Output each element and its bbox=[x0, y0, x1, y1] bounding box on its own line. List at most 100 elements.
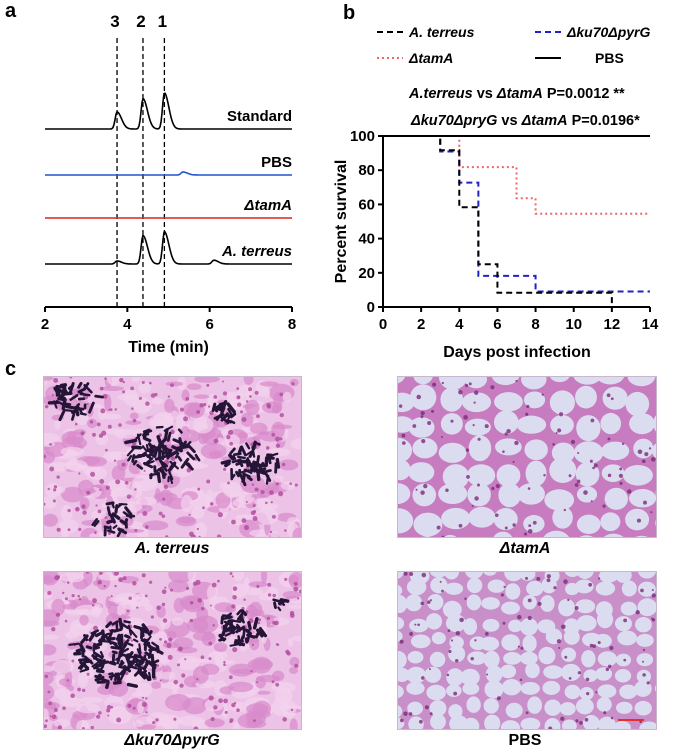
tissue-patch bbox=[164, 693, 191, 711]
cell-nucleus bbox=[576, 479, 581, 484]
alveolus bbox=[621, 580, 637, 597]
tissue-patch bbox=[191, 506, 205, 519]
alveolus bbox=[505, 702, 523, 719]
alveolus bbox=[635, 616, 652, 633]
cell-nucleus bbox=[159, 637, 162, 641]
cell-nucleus bbox=[252, 516, 258, 521]
caption-a-terreus: A. terreus bbox=[134, 540, 210, 557]
cell-nucleus bbox=[251, 643, 255, 647]
tissue-patch bbox=[288, 666, 298, 675]
tissue-patch bbox=[44, 644, 57, 656]
alveolus bbox=[398, 595, 408, 614]
fungal-hypha bbox=[221, 400, 228, 412]
cell-nucleus bbox=[119, 377, 124, 383]
cell-nucleus bbox=[132, 418, 137, 423]
tissue-patch bbox=[200, 663, 220, 675]
cell-nucleus bbox=[104, 516, 108, 519]
tissue-patch bbox=[108, 679, 129, 697]
cell-nucleus bbox=[131, 407, 134, 410]
cell-nucleus bbox=[269, 530, 273, 534]
cell-nucleus bbox=[70, 693, 75, 699]
cell-nucleus bbox=[231, 604, 236, 609]
alveolus bbox=[464, 418, 491, 436]
cell-nucleus bbox=[141, 381, 145, 385]
cell-nucleus bbox=[240, 410, 244, 414]
cell-nucleus bbox=[526, 404, 530, 409]
cell-nucleus bbox=[284, 577, 288, 581]
cell-nucleus bbox=[44, 502, 46, 506]
alveolus bbox=[523, 391, 546, 409]
cell-nucleus bbox=[424, 705, 429, 710]
tissue-patch bbox=[178, 516, 196, 524]
fungal-hypha bbox=[157, 450, 162, 461]
alveolus bbox=[398, 483, 411, 505]
fungal-hypha bbox=[106, 636, 116, 641]
fungal-hypha bbox=[279, 598, 290, 603]
cell-nucleus bbox=[128, 596, 132, 601]
cell-nucleus bbox=[78, 527, 82, 532]
alveolus bbox=[483, 650, 500, 669]
tissue-patch bbox=[125, 420, 142, 425]
fungal-hypha bbox=[92, 651, 104, 660]
alveolus bbox=[441, 507, 471, 530]
fungal-hypha bbox=[116, 528, 123, 537]
cell-nucleus bbox=[527, 528, 533, 534]
alveolus bbox=[427, 593, 444, 611]
tissue-patch bbox=[54, 419, 61, 430]
y-axis-label: Percent survival bbox=[333, 160, 350, 284]
fungal-hypha bbox=[111, 502, 115, 509]
cell-nucleus bbox=[293, 586, 299, 592]
tissue-patch bbox=[164, 398, 175, 414]
tissue-patch bbox=[249, 422, 268, 435]
alveolus bbox=[595, 667, 613, 681]
cell-nucleus bbox=[271, 433, 275, 437]
fungal-hypha bbox=[68, 382, 75, 394]
fungal-hypha bbox=[77, 381, 83, 389]
fungal-hypha bbox=[152, 647, 164, 655]
fungal-hypha bbox=[157, 444, 167, 449]
tissue-patch bbox=[126, 645, 139, 653]
cell-nucleus bbox=[504, 432, 508, 436]
cell-nucleus bbox=[138, 396, 142, 400]
cell-nucleus bbox=[229, 718, 234, 723]
alveolus bbox=[603, 533, 624, 537]
cell-nucleus bbox=[426, 600, 431, 604]
cell-nucleus bbox=[486, 673, 489, 676]
fungal-hypha bbox=[68, 642, 80, 646]
alveolus bbox=[614, 668, 632, 683]
cell-nucleus bbox=[448, 649, 452, 654]
alveolus bbox=[491, 377, 520, 386]
cell-nucleus bbox=[474, 496, 479, 501]
cell-nucleus bbox=[463, 415, 468, 420]
series-ku70-pyrg bbox=[383, 135, 650, 293]
fungal-hypha bbox=[279, 600, 286, 607]
tissue-patch bbox=[282, 391, 292, 403]
x-tick-label: 8 bbox=[288, 316, 296, 333]
cell-nucleus bbox=[254, 390, 259, 395]
tissue-patch bbox=[142, 520, 169, 531]
alveolus bbox=[561, 647, 577, 662]
fungal-hypha bbox=[247, 620, 252, 631]
cell-nucleus bbox=[185, 397, 190, 401]
cell-nucleus bbox=[642, 648, 646, 652]
trace-label-tama: ΔtamA bbox=[243, 197, 292, 214]
tissue-patch bbox=[215, 492, 231, 509]
cell-nucleus bbox=[458, 523, 463, 528]
cell-nucleus bbox=[403, 572, 408, 576]
cell-nucleus bbox=[525, 576, 529, 580]
alveolus bbox=[522, 634, 537, 653]
cell-nucleus bbox=[86, 402, 89, 406]
fungal-hypha bbox=[142, 432, 148, 440]
alveolus bbox=[575, 599, 596, 614]
alveolus bbox=[495, 438, 522, 456]
cell-nucleus bbox=[592, 466, 595, 470]
fungal-hypha bbox=[213, 402, 225, 411]
cell-nucleus bbox=[289, 482, 292, 486]
cell-nucleus bbox=[441, 381, 444, 385]
alveolus bbox=[501, 679, 522, 696]
fungal-hypha bbox=[248, 451, 254, 458]
fungal-hypha bbox=[114, 672, 118, 682]
cell-nucleus bbox=[637, 449, 643, 455]
alveolus bbox=[482, 618, 500, 632]
fungal-hypha bbox=[220, 459, 232, 465]
